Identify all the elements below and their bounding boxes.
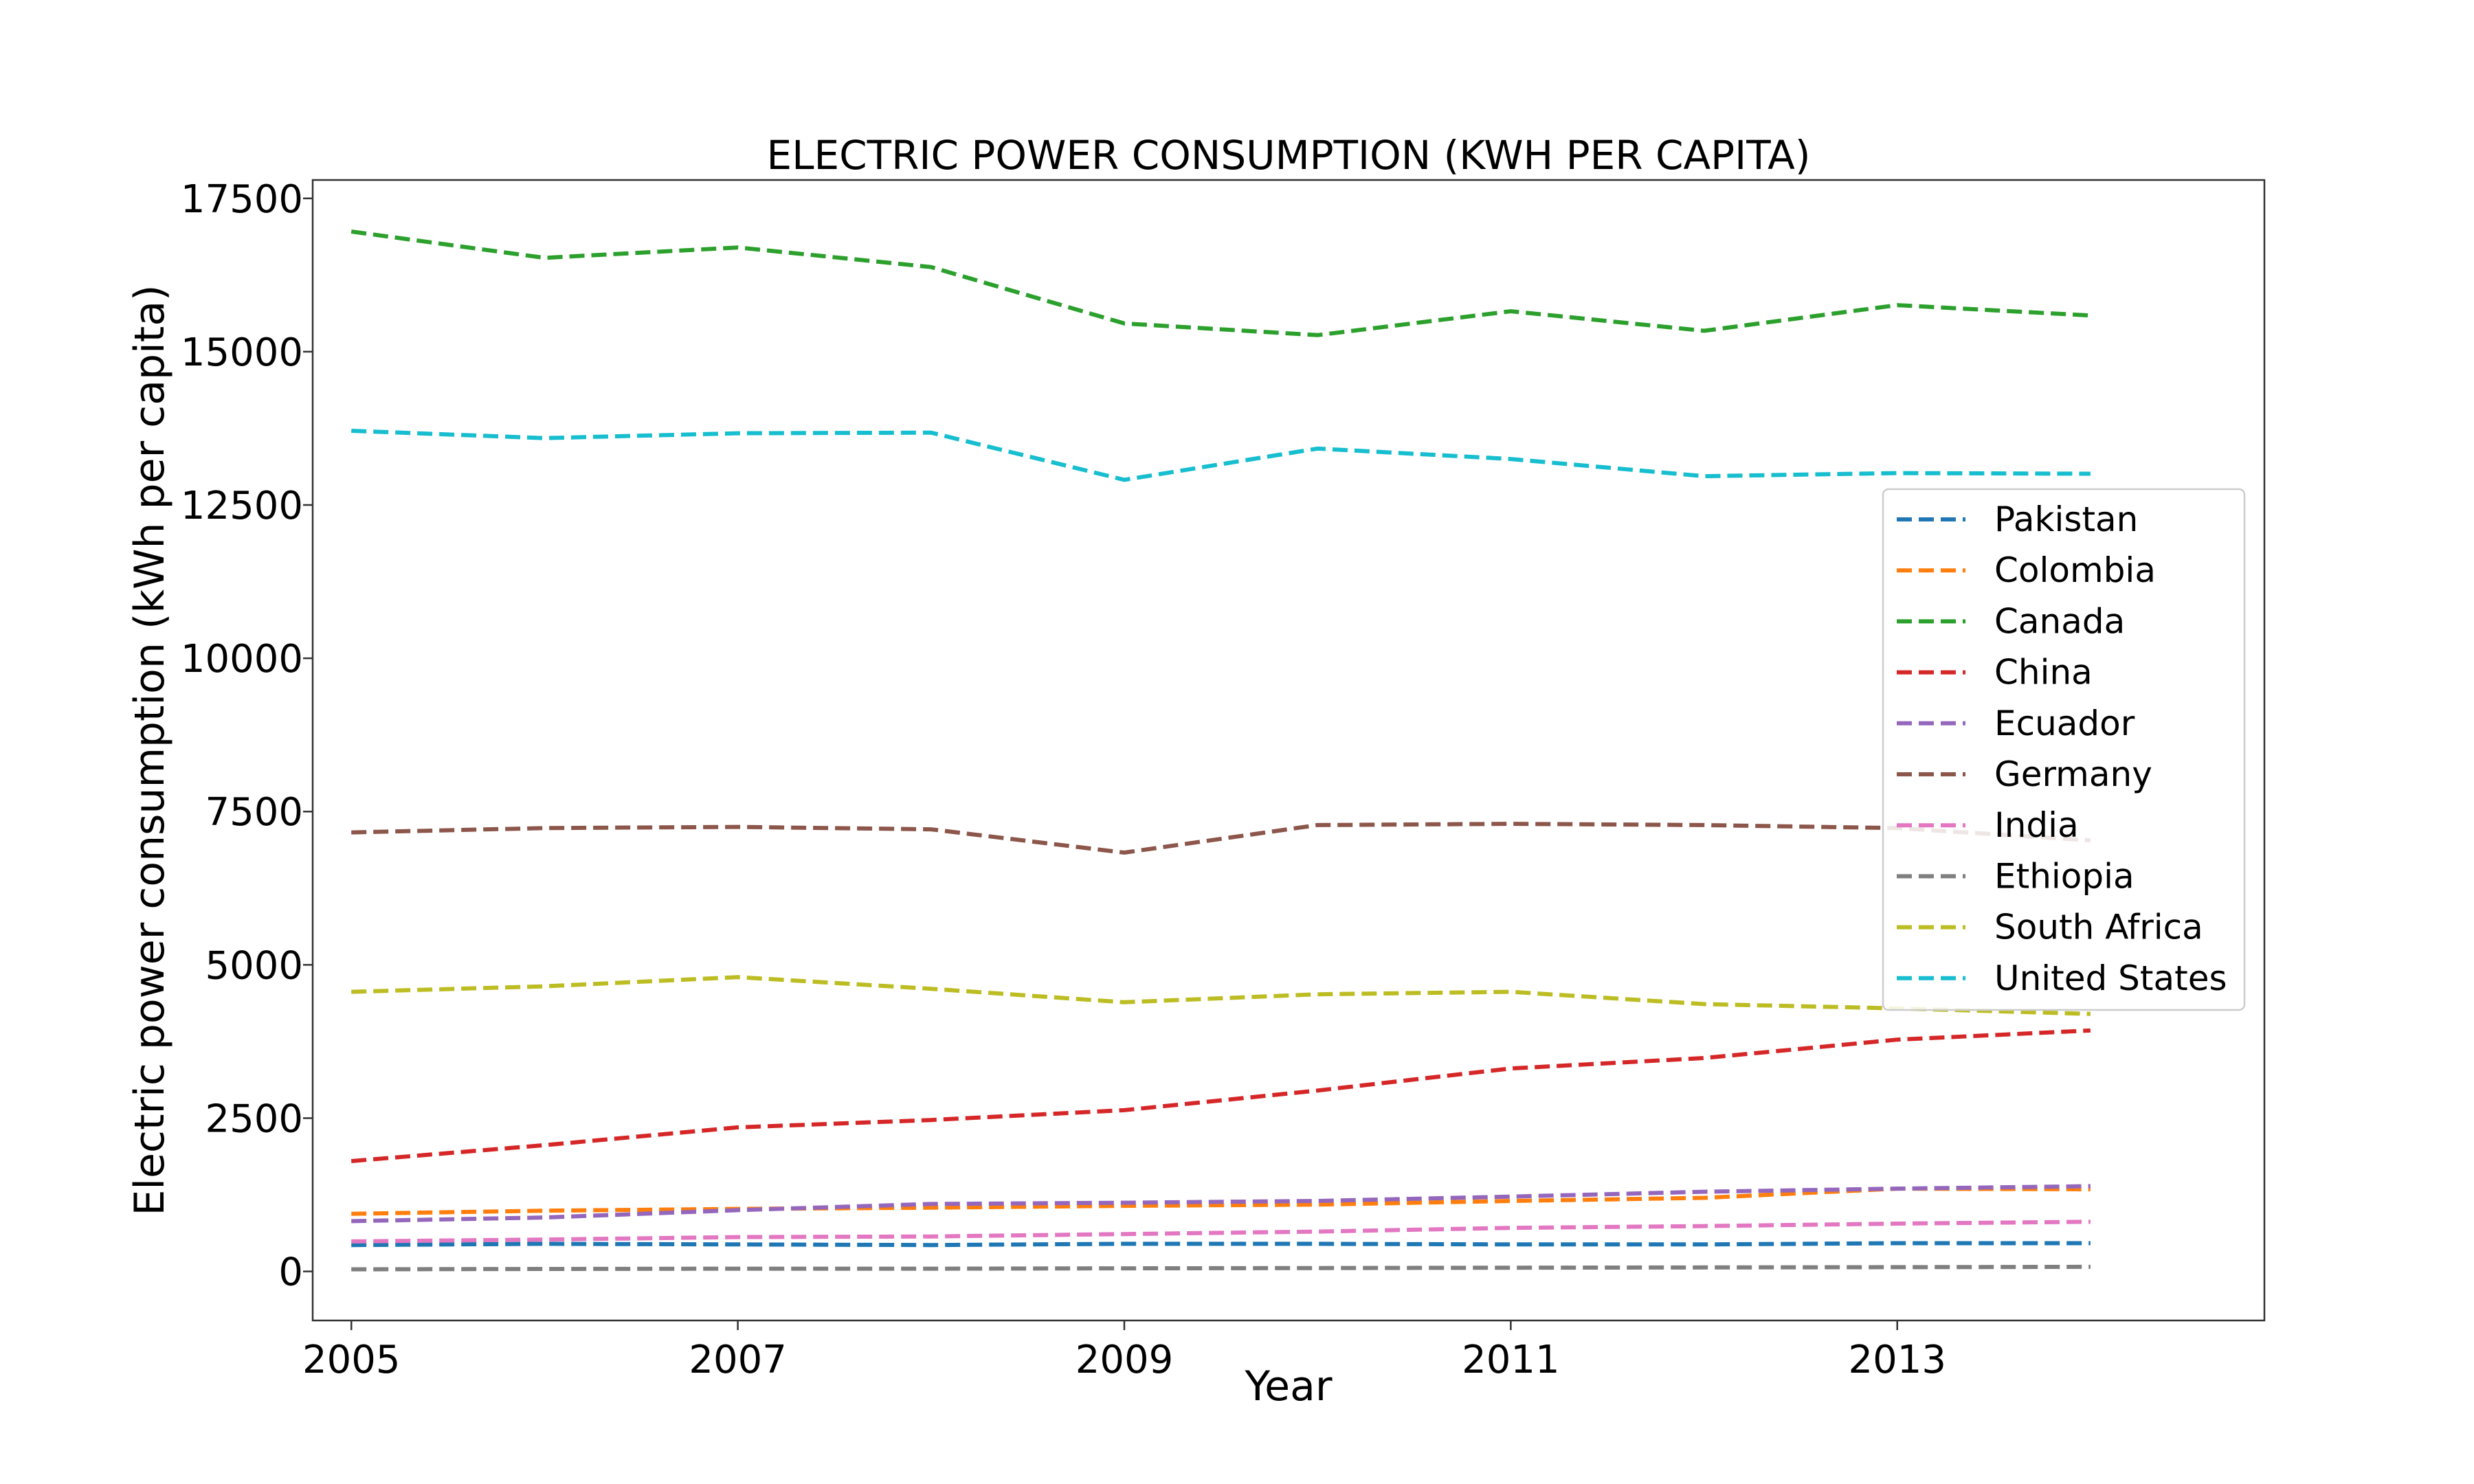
x-tick-label: 2011	[1462, 1338, 1560, 1382]
y-tick-label: 5000	[205, 943, 303, 988]
series-layer	[350, 229, 2091, 1272]
y-tick-label: 10000	[181, 637, 303, 682]
plot-frame	[311, 179, 2266, 1322]
series-line-india	[351, 1219, 2091, 1244]
legend-label: Germany	[1994, 754, 2152, 794]
y-axis-title: Electric power consumption (kWh per capi…	[126, 284, 174, 1215]
y-tick-label: 17500	[181, 177, 303, 222]
series-line-ecuador	[351, 1184, 2091, 1224]
legend-label: South Africa	[1994, 908, 2203, 947]
legend-item-colombia: Colombia	[1897, 550, 2156, 590]
legend-label: Ecuador	[1994, 704, 2135, 743]
legend-label: India	[1994, 805, 2079, 845]
y-tick-label: 7500	[205, 790, 303, 835]
y-axis-ticks: 0 2500 5000 7500 10000 12500 15000 17500	[181, 177, 313, 1295]
series-line-pakistan	[351, 1241, 2091, 1248]
chart-title: ELECTRIC POWER CONSUMPTION (KWH PER CAPI…	[767, 132, 1811, 179]
legend-item-china: China	[1897, 653, 2093, 693]
y-tick-label: 15000	[181, 330, 303, 375]
legend-items: Pakistan Colombia Canada China Ecuador German…	[1897, 499, 2227, 998]
series-line-china	[350, 1028, 2091, 1163]
x-tick-label: 2005	[302, 1338, 401, 1382]
series-line-south-africa	[351, 975, 2091, 1016]
legend-item-germany: Germany	[1897, 754, 2152, 794]
x-axis-ticks: 2005 2007 2009 2011 2013	[302, 1320, 1946, 1382]
y-tick-label: 2500	[205, 1097, 303, 1141]
legend: Pakistan Colombia Canada China Ecuador German…	[1882, 488, 2246, 1011]
series-line-germany	[351, 822, 2091, 855]
legend-label: United States	[1994, 958, 2227, 998]
x-tick-label: 2007	[689, 1338, 787, 1382]
x-tick-label: 2009	[1076, 1338, 1174, 1382]
legend-box	[1882, 488, 2246, 1011]
legend-label: Pakistan	[1994, 499, 2138, 539]
legend-item-united-states: United States	[1897, 958, 2227, 998]
legend-item-south-africa: South Africa	[1897, 908, 2203, 947]
x-axis-title: Year	[1244, 1362, 1332, 1410]
y-tick-label: 12500	[181, 484, 303, 528]
legend-item-ecuador: Ecuador	[1897, 704, 2135, 743]
series-line-canada	[350, 229, 2091, 337]
series-line-ethiopia	[351, 1264, 2091, 1272]
legend-label: Canada	[1994, 601, 2125, 641]
series-line-colombia	[351, 1187, 2091, 1216]
legend-item-india: India	[1897, 805, 2079, 845]
legend-label: Colombia	[1994, 550, 2156, 590]
legend-label: China	[1994, 653, 2093, 693]
legend-item-canada: Canada	[1897, 601, 2125, 641]
y-tick-label: 0	[278, 1250, 303, 1295]
legend-item-pakistan: Pakistan	[1897, 499, 2138, 539]
series-line-united-states	[351, 429, 2091, 482]
legend-item-ethiopia: Ethiopia	[1897, 856, 2135, 896]
x-tick-label: 2013	[1848, 1338, 1946, 1382]
legend-label: Ethiopia	[1994, 856, 2135, 896]
